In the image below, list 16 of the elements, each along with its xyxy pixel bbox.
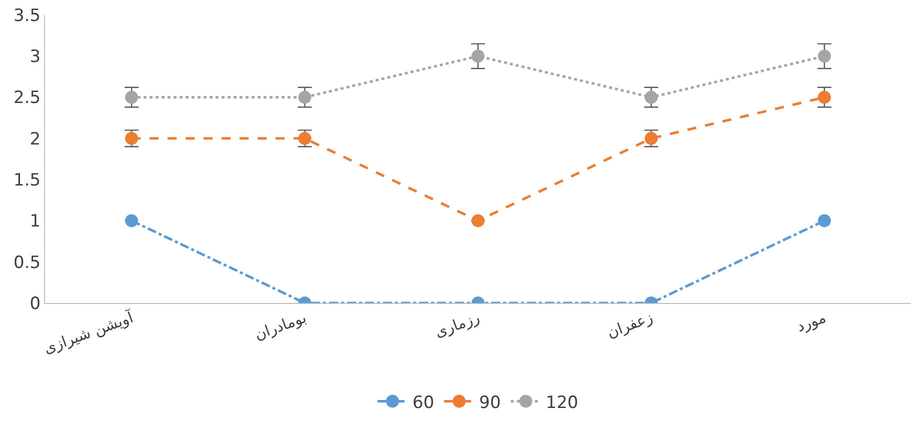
y-tick-label: 1 bbox=[30, 212, 41, 232]
legend-label: 120 bbox=[546, 392, 578, 413]
legend-label: 90 bbox=[479, 392, 501, 413]
x-tick-label: رزماری bbox=[432, 308, 482, 342]
y-tick-label: 0 bbox=[30, 294, 41, 314]
y-tick-label: 3.5 bbox=[14, 6, 41, 26]
x-tick-label: آویشن شیرازی bbox=[40, 307, 136, 358]
y-tick-label: 0.5 bbox=[14, 252, 41, 273]
legend-label: 60 bbox=[412, 392, 434, 413]
y-tick-label: 2 bbox=[30, 129, 41, 150]
x-tick-label: بومادران bbox=[252, 308, 309, 344]
x-tick-label: مورد bbox=[794, 308, 828, 336]
x-tick-label: زعفران bbox=[604, 308, 656, 342]
y-tick-label: 1.5 bbox=[14, 170, 41, 191]
y-tick-label: 2.5 bbox=[14, 88, 41, 108]
y-tick-label: 3 bbox=[30, 47, 41, 68]
